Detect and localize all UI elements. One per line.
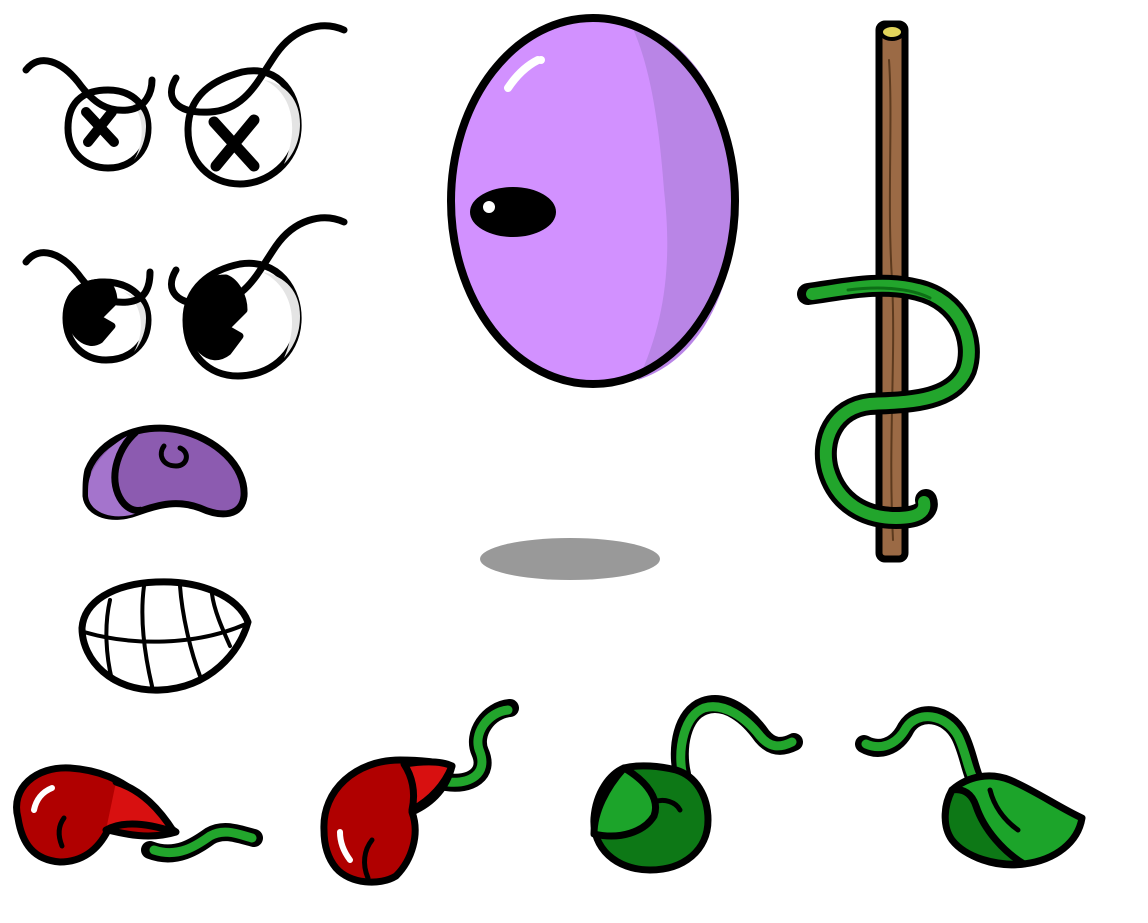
eyes-dizzy-sprite (22, 22, 348, 188)
mouth-grin-sprite (78, 578, 252, 694)
green-leaf-left-sprite (590, 695, 803, 874)
ground-shadow-sprite (480, 538, 660, 580)
cherry-leaf-right-sprite (320, 699, 519, 886)
nose-bean-sprite (82, 424, 248, 520)
eyes-angry-sprite (22, 214, 348, 380)
stake-with-vine-sprite (797, 20, 980, 563)
cherry-leaf-left-sprite (13, 764, 263, 866)
green-leaf-right-sprite (855, 706, 1086, 869)
grape-body-sprite (447, 14, 739, 388)
